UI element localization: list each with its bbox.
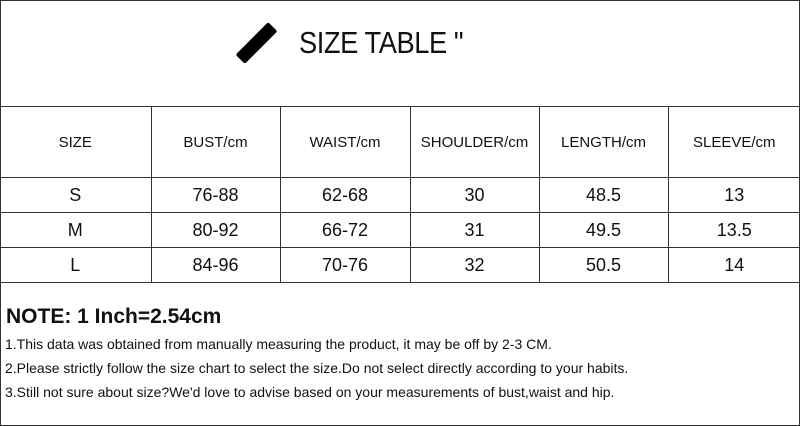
header-cell: LENGTH/cm bbox=[538, 106, 669, 178]
table-cell: S bbox=[0, 177, 152, 213]
header-cell: BUST/cm bbox=[150, 106, 281, 178]
table-cell: 31 bbox=[409, 212, 540, 248]
table-cell: 30 bbox=[409, 177, 540, 213]
table-cell: 80-92 bbox=[150, 212, 281, 248]
table-cell: 14 bbox=[667, 247, 800, 283]
table-cell: 84-96 bbox=[150, 247, 281, 283]
table-row: L 84-96 70-76 32 50.5 14 bbox=[0, 247, 800, 283]
table-cell: L bbox=[0, 247, 152, 283]
note-heading: NOTE: 1 Inch=2.54cm bbox=[6, 305, 222, 328]
size-table: SIZE BUST/cm WAIST/cm SHOULDER/cm LENGTH… bbox=[0, 106, 800, 283]
table-cell: 49.5 bbox=[538, 212, 669, 248]
table-header-row: SIZE BUST/cm WAIST/cm SHOULDER/cm LENGTH… bbox=[0, 106, 800, 178]
table-row: M 80-92 66-72 31 49.5 13.5 bbox=[0, 212, 800, 248]
header-cell: WAIST/cm bbox=[279, 106, 411, 178]
table-cell: 48.5 bbox=[538, 177, 669, 213]
table-cell: 70-76 bbox=[279, 247, 411, 283]
table-cell: 76-88 bbox=[150, 177, 281, 213]
table-cell: 32 bbox=[409, 247, 540, 283]
note-line: 1.This data was obtained from manually m… bbox=[5, 336, 552, 352]
page-title: SIZE TABLE " bbox=[299, 25, 464, 60]
title-block: SIZE TABLE " bbox=[235, 18, 485, 68]
table-row: S 76-88 62-68 30 48.5 13 bbox=[0, 177, 800, 213]
note-line: 2.Please strictly follow the size chart … bbox=[5, 360, 629, 376]
table-cell: 50.5 bbox=[538, 247, 669, 283]
slash-icon bbox=[235, 22, 278, 64]
table-cell: 62-68 bbox=[279, 177, 411, 213]
table-cell: 66-72 bbox=[279, 212, 411, 248]
header-cell: SHOULDER/cm bbox=[409, 106, 540, 178]
header-cell: SIZE bbox=[0, 106, 152, 178]
note-line: 3.Still not sure about size?We'd love to… bbox=[5, 384, 615, 400]
header-cell: SLEEVE/cm bbox=[667, 106, 800, 178]
table-cell: M bbox=[0, 212, 152, 248]
table-cell: 13.5 bbox=[667, 212, 800, 248]
table-cell: 13 bbox=[667, 177, 800, 213]
